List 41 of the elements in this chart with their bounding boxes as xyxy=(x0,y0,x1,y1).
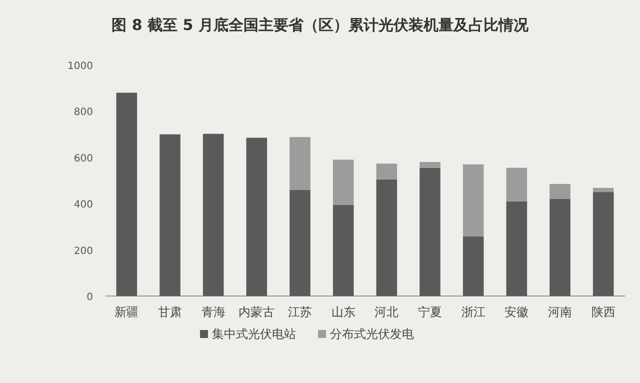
y-tick-label: 200 xyxy=(74,246,93,257)
bar xyxy=(506,201,528,296)
x-tick-label: 河北 xyxy=(374,305,399,319)
x-tick-label: 青海 xyxy=(201,305,226,319)
bar xyxy=(506,168,528,202)
bar xyxy=(462,164,484,236)
bar xyxy=(290,190,310,296)
y-tick-label: 0 xyxy=(86,292,93,303)
x-tick-label: 江苏 xyxy=(288,305,312,319)
bar xyxy=(462,236,484,296)
bar xyxy=(246,138,268,296)
y-tick-label: 400 xyxy=(74,200,93,211)
bar xyxy=(290,137,310,190)
bar xyxy=(420,168,440,296)
x-tick-label: 河南 xyxy=(548,305,572,319)
bar xyxy=(376,179,398,296)
chart-title: 图 8 截至 5 月底全国主要省（区）累计光伏装机量及占比情况 xyxy=(112,16,530,34)
bar xyxy=(116,92,138,296)
bar xyxy=(592,188,614,192)
x-tick-label: 陕西 xyxy=(591,305,616,319)
x-tick-label: 浙江 xyxy=(461,305,486,319)
bar xyxy=(550,184,570,199)
bar xyxy=(332,160,354,205)
bar xyxy=(332,204,354,296)
x-tick-label: 新疆 xyxy=(114,305,139,319)
x-tick-label: 甘肃 xyxy=(158,305,182,319)
y-tick-label: 1000 xyxy=(68,61,93,72)
bar xyxy=(160,134,180,296)
x-tick-label: 山东 xyxy=(331,305,356,319)
y-tick-label: 800 xyxy=(74,107,93,118)
bar xyxy=(592,192,614,296)
x-tick-label: 内蒙古 xyxy=(238,305,275,319)
y-tick-label: 600 xyxy=(74,153,93,164)
x-tick-label: 安徽 xyxy=(504,305,529,319)
legend-label: 分布式光伏发电 xyxy=(330,327,414,341)
bar xyxy=(550,198,570,296)
legend-label: 集中式光伏电站 xyxy=(212,327,296,341)
x-tick-label: 宁夏 xyxy=(418,305,442,319)
bar xyxy=(376,164,398,180)
bar xyxy=(202,134,224,296)
bar xyxy=(420,162,440,168)
